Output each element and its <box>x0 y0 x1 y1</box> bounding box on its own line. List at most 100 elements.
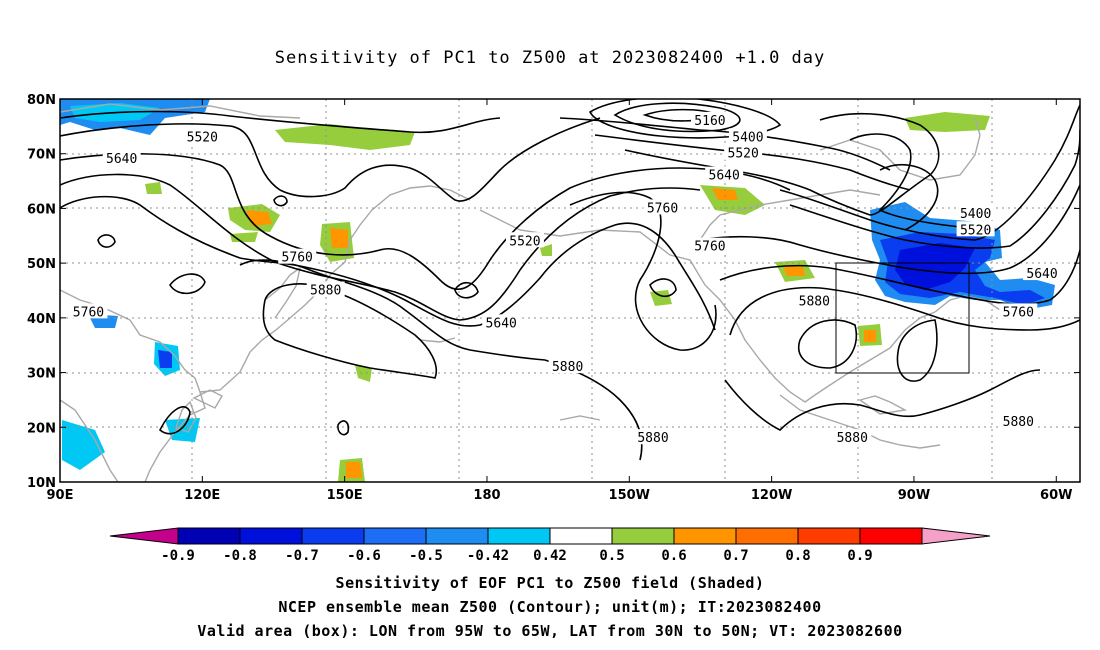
lat-label: 20N <box>27 421 56 436</box>
contour-label-bg <box>643 199 682 215</box>
lat-label: 50N <box>27 257 56 272</box>
lat-label: 60N <box>27 202 56 217</box>
contour-label-bg <box>728 128 767 144</box>
colorbar-label: 0.5 <box>599 548 624 564</box>
lon-label: 180 <box>473 488 500 503</box>
contour-label-bg <box>505 232 544 248</box>
contour-label: 5640 <box>106 152 137 167</box>
contour-label-bg <box>956 221 995 237</box>
coastlines <box>60 103 1011 482</box>
contour-label: 5520 <box>960 223 991 238</box>
contour-label: 5760 <box>1003 305 1034 320</box>
contour-label-bg <box>724 144 763 160</box>
contour-label: 5520 <box>509 234 540 249</box>
contour-label: 5400 <box>732 130 763 145</box>
colorbar-label: 0.42 <box>533 548 567 564</box>
colorbar-label: 0.9 <box>847 548 872 564</box>
graticule <box>60 99 1080 482</box>
contour-label: 5760 <box>73 305 104 320</box>
contour-label: 5520 <box>728 147 759 162</box>
colorbar-label: -0.42 <box>467 548 509 564</box>
contour-label: 5640 <box>1026 267 1057 282</box>
contour-label: 5760 <box>647 201 678 216</box>
colorbar-swatch <box>239 527 303 545</box>
lon-label: 120W <box>751 488 792 503</box>
contour-label: 5880 <box>837 431 868 446</box>
positive-sensitivity-region <box>650 290 672 306</box>
positive-sensitivity-region <box>864 330 876 342</box>
contour-label: 5880 <box>799 294 830 309</box>
colorbar-label: 0.7 <box>723 548 748 564</box>
contour-label-bg <box>102 150 141 166</box>
caption-contour: NCEP ensemble mean Z500 (Contour); unit(… <box>278 598 822 616</box>
positive-sensitivity-region <box>905 112 990 132</box>
contour-label-bg <box>705 166 744 182</box>
colorbar-right-arrow <box>921 527 991 545</box>
lat-label: 30N <box>27 367 56 382</box>
colorbar-label: -0.9 <box>161 548 195 564</box>
valid-area-box <box>835 262 970 374</box>
contour-label-bg <box>999 303 1038 319</box>
contour-label: 5880 <box>552 360 583 375</box>
caption-valid-area: Valid area (box): LON from 95W to 65W, L… <box>197 622 903 640</box>
lon-label: 60W <box>1040 488 1072 503</box>
contour-label: 5640 <box>486 316 517 331</box>
colorbar-swatch <box>611 527 675 545</box>
contour-label: 5880 <box>1003 415 1034 430</box>
colorbar-left-arrow <box>109 527 179 545</box>
positive-sensitivity-region <box>355 365 372 382</box>
contour-label-bg <box>634 429 673 445</box>
colorbar-label: 0.8 <box>785 548 810 564</box>
caption-shading: Sensitivity of EOF PC1 to Z500 field (Sh… <box>335 574 765 592</box>
contour-label: 5640 <box>709 169 740 184</box>
lon-label: 90E <box>47 488 74 503</box>
negative-sensitivity-region <box>895 243 975 290</box>
contour-label-bg <box>833 429 872 445</box>
colorbar-swatch <box>673 527 737 545</box>
colorbar-swatch <box>797 527 861 545</box>
contour-label: 5400 <box>960 207 991 222</box>
contour-label-bg <box>1023 265 1062 281</box>
contour-label: 5880 <box>637 431 668 446</box>
map-title: Sensitivity of PC1 to Z500 at 2023082400… <box>274 48 826 68</box>
lat-label: 10N <box>27 476 56 491</box>
colorbar-swatch <box>363 527 427 545</box>
contour-label-bg <box>183 128 222 144</box>
longitude-labels: 90E 120E 150E 180 150W 120W 90W 60W <box>47 99 1072 503</box>
colorbar-label: -0.8 <box>223 548 257 564</box>
lon-label: 90W <box>898 488 930 503</box>
lat-label: 80N <box>27 93 56 108</box>
contour-labels: 5520 5640 5760 5760 5880 5520 5640 5880 5880 5760… <box>69 111 1062 446</box>
contour-label-bg <box>482 314 521 330</box>
positive-sensitivity-region <box>330 228 348 248</box>
negative-sensitivity-region <box>62 420 105 470</box>
positive-sensitivity-region <box>783 266 805 276</box>
positive-sensitivity-region <box>712 188 738 200</box>
contour-label: 5760 <box>694 240 725 255</box>
positive-sensitivity-region <box>145 182 162 194</box>
contour-label-bg <box>956 204 995 220</box>
lat-label: 70N <box>27 148 56 163</box>
contour-label: 5160 <box>694 114 725 129</box>
sensitivity-shading <box>60 99 1055 482</box>
contour-label-bg <box>999 412 1038 428</box>
contour-label: 5760 <box>282 251 313 266</box>
contour-label-bg <box>795 292 834 308</box>
colorbar-label: 0.6 <box>661 548 686 564</box>
colorbar-swatch <box>549 527 613 545</box>
contour-label-bg <box>548 358 587 374</box>
contour-label: 5880 <box>310 284 341 299</box>
contour-label-bg <box>690 237 729 253</box>
positive-sensitivity-region <box>275 124 415 150</box>
latitude-labels: 80N 70N 60N 50N 40N 30N 20N 10N <box>27 93 1080 491</box>
plot-frame <box>59 98 1081 483</box>
colorbar-swatch <box>425 527 489 545</box>
colorbar-swatch <box>301 527 365 545</box>
colorbar-label: -0.5 <box>409 548 443 564</box>
colorbar-swatch <box>859 527 923 545</box>
contour-label-bg <box>278 248 317 264</box>
negative-sensitivity-region <box>158 350 172 368</box>
positive-sensitivity-region <box>346 462 362 478</box>
colorbar-swatch <box>487 527 551 545</box>
